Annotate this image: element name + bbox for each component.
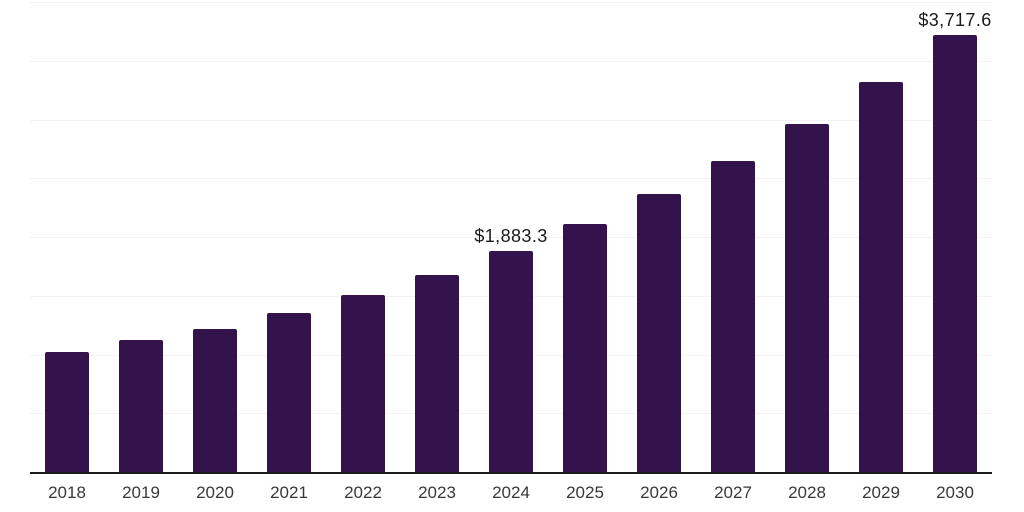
x-tick-label: 2026 <box>640 483 678 502</box>
bar-2027 <box>711 161 755 472</box>
gridline <box>30 60 992 62</box>
bar-2021 <box>267 312 311 472</box>
gridline <box>30 178 992 180</box>
x-tick-label: 2019 <box>122 483 160 502</box>
x-tick-label: 2018 <box>48 483 86 502</box>
bar-2030 <box>933 35 977 472</box>
bar-2020 <box>193 328 237 472</box>
x-tick-label: 2021 <box>270 483 308 502</box>
bar-2019 <box>119 340 163 472</box>
bar-2028 <box>785 123 829 472</box>
bar-2029 <box>859 82 903 472</box>
x-axis-line <box>30 472 992 474</box>
x-tick-label: 2029 <box>862 483 900 502</box>
x-tick-label: 2022 <box>344 483 382 502</box>
x-tick-label: 2020 <box>196 483 234 502</box>
x-tick-label: 2028 <box>788 483 826 502</box>
bar-value-label: $1,883.3 <box>474 225 548 246</box>
x-tick-label: 2027 <box>714 483 752 502</box>
x-axis-tick-row: 2018 2019 2020 2021 2022 2023 2024 2025 2026 2027… <box>30 483 992 505</box>
bar-2026 <box>637 194 681 472</box>
x-tick-label: 2025 <box>566 483 604 502</box>
gridline <box>30 2 992 3</box>
bar-value-label: $3,717.6 <box>918 10 992 31</box>
x-tick-label: 2023 <box>418 483 456 502</box>
plot-area: $1,883.3 $3,717.6 <box>30 2 992 474</box>
gridline <box>30 119 992 121</box>
bar-2023 <box>415 274 459 472</box>
bar-2018 <box>45 352 89 472</box>
bar-2025 <box>563 224 607 472</box>
bar-2022 <box>341 294 385 472</box>
x-tick-label: 2030 <box>936 483 974 502</box>
gridline <box>30 237 992 238</box>
bar-2024 <box>489 250 533 472</box>
x-tick-label: 2024 <box>492 483 530 502</box>
